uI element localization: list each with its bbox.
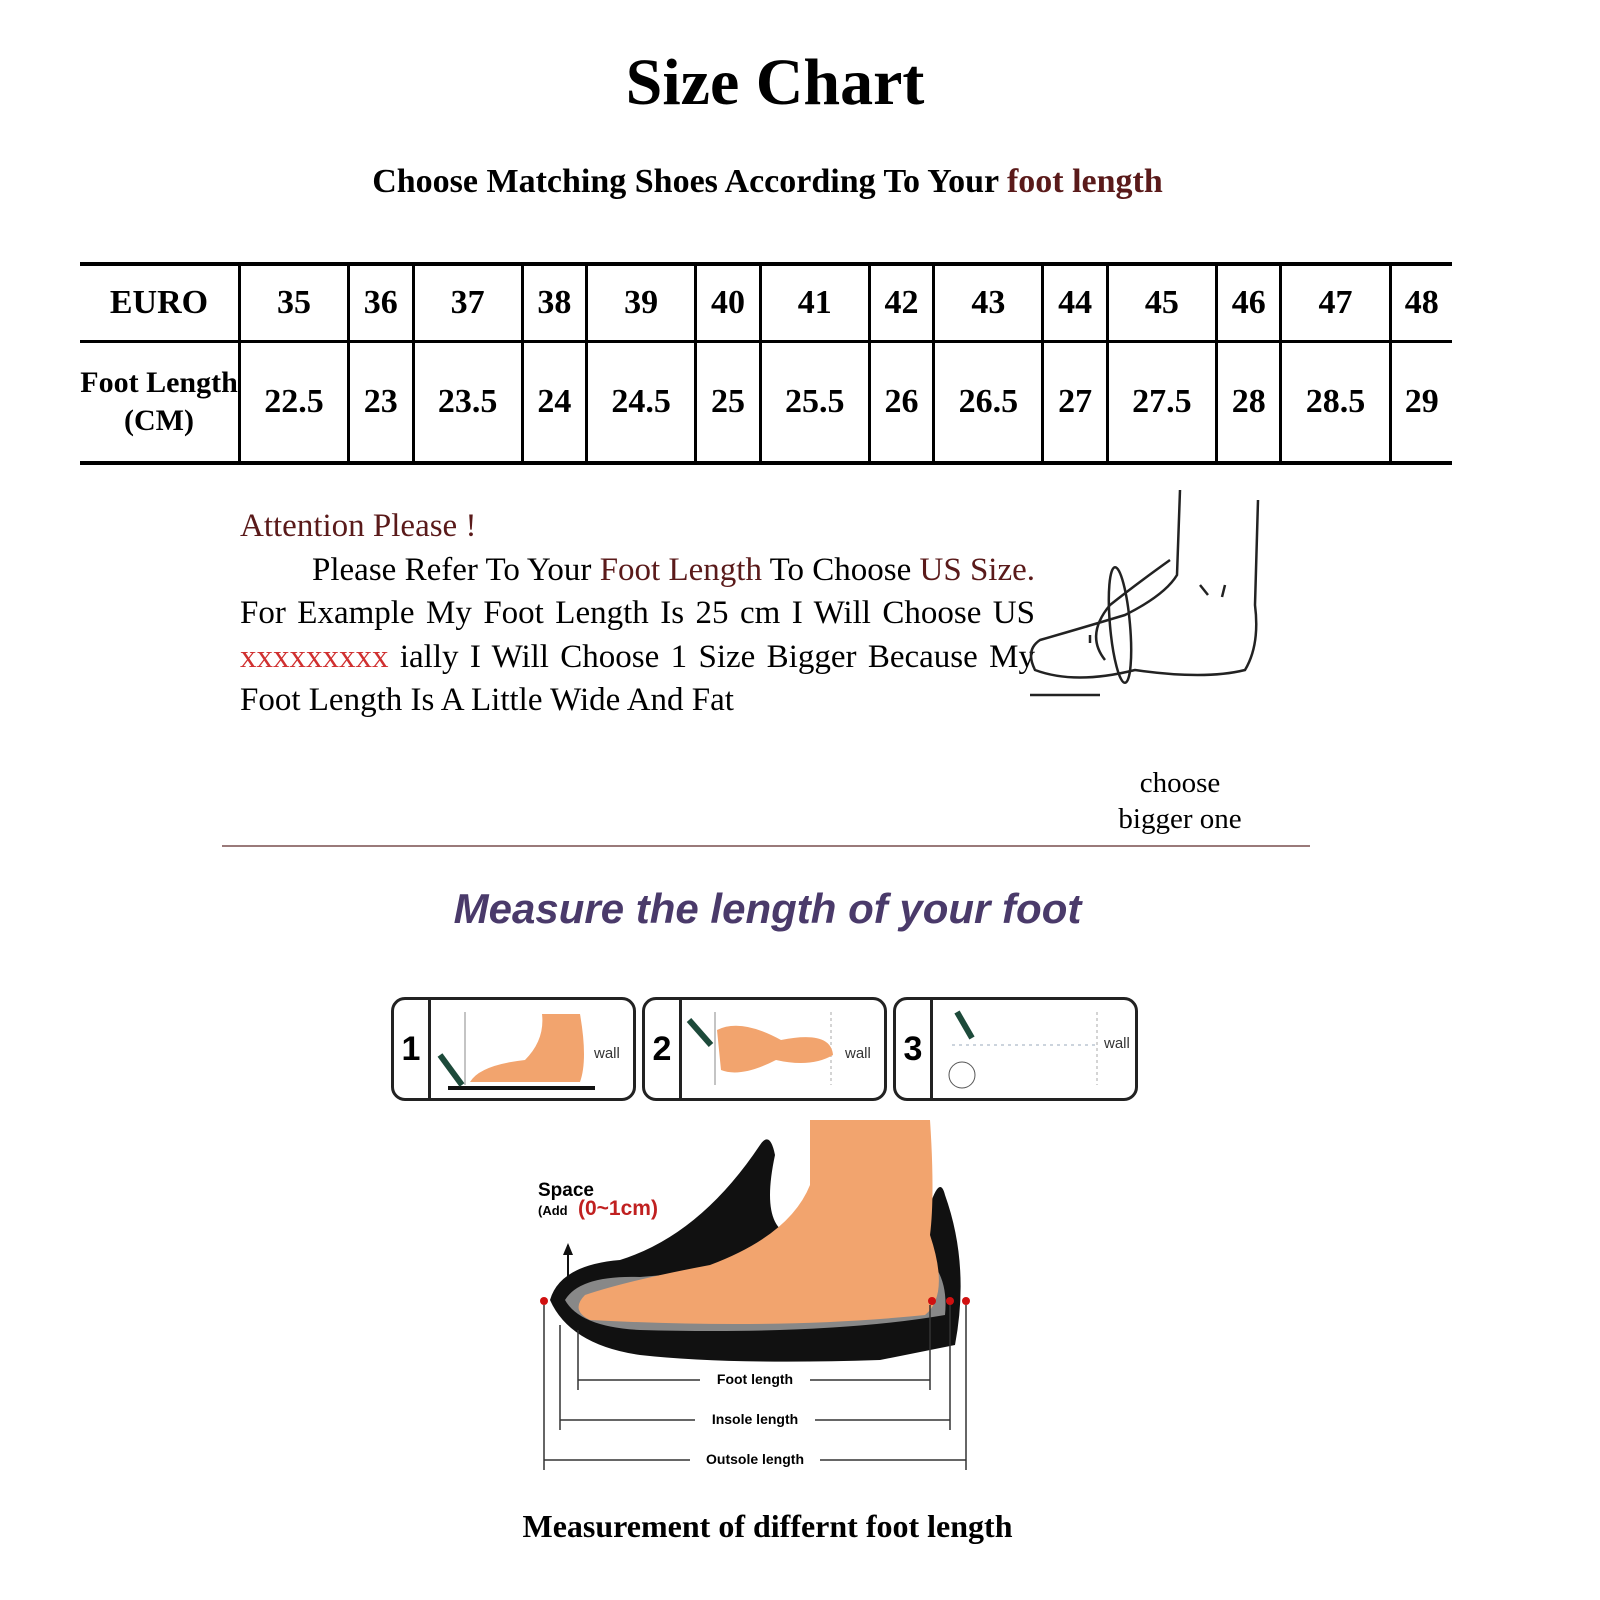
foot-length-cell: 28.5 [1279, 341, 1392, 465]
foot-side-icon [437, 1012, 595, 1090]
redacted-size: xxxxxxxxx [240, 638, 389, 675]
euro-size-cell: 47 [1279, 262, 1392, 343]
euro-size-cell: 41 [758, 262, 871, 343]
step-1-panel: 1 wall [391, 997, 636, 1101]
space-range-label: (0~1cm) [578, 1197, 658, 1220]
wall-label: wall [845, 1045, 871, 1062]
page-title: Size Chart [625, 46, 925, 119]
foot-length-label: Foot length [716, 1371, 794, 1387]
foot-length-cell: 27.5 [1105, 341, 1218, 465]
note-text: Please Refer To Your [312, 551, 600, 588]
foot-length-cell: 24.5 [585, 341, 698, 465]
note-accent: Foot Length [599, 551, 762, 588]
row-header-foot-length: Foot Length (CM) [80, 341, 241, 465]
step-3-panel: 3 wall [893, 997, 1138, 1101]
euro-size-cell: 43 [932, 262, 1045, 343]
note-text: To Choose [761, 551, 920, 588]
diagram-caption: Measurement of differnt foot length [522, 1508, 1013, 1544]
step-number: 1 [394, 1000, 431, 1098]
euro-size-cell: 44 [1041, 262, 1109, 343]
foot-length-cell: 27 [1041, 341, 1109, 465]
wall-label: wall [594, 1045, 620, 1062]
euro-size-cell: 36 [347, 262, 415, 343]
euro-size-cell: 37 [411, 262, 524, 343]
foot-length-cell: 25.5 [758, 341, 871, 465]
euro-size-cell: 38 [520, 262, 589, 343]
measure-heading: Measure the length of your foot [453, 885, 1082, 932]
note-text: ially I Will Choose 1 Size Bigger Becaus… [240, 638, 1035, 719]
euro-size-cell: 35 [237, 262, 351, 343]
euro-size-cell: 40 [694, 262, 762, 343]
outsole-length-label: Outsole length [706, 1451, 804, 1467]
step-2-panel: 2 wall [642, 997, 887, 1101]
choose-bigger-note: choose bigger one [1100, 765, 1260, 837]
euro-size-cell: 46 [1214, 262, 1283, 343]
note-accent: US Size. [919, 551, 1036, 588]
attention-heading: Attention Please ! [240, 508, 477, 544]
insole-length-label: Insole length [711, 1411, 799, 1427]
euro-size-cell: 48 [1388, 262, 1452, 343]
divider [222, 845, 1310, 847]
shoe-measurement-diagram [540, 1120, 970, 1470]
size-table: EURO 35 36 37 38 39 40 41 42 43 44 45 46 47 48 Foot L… [80, 262, 1452, 465]
subtitle-text: Choose Matching Shoes According To Your [372, 163, 1007, 200]
space-add-label: (Add [538, 1203, 568, 1218]
foot-length-cell: 25 [694, 341, 762, 465]
foot-length-cell: 23.5 [411, 341, 524, 465]
foot-length-cell: 28 [1214, 341, 1283, 465]
foot-length-cell: 26 [867, 341, 936, 465]
foot-sketch-illustration [1029, 489, 1260, 697]
euro-row: EURO 35 36 37 38 39 40 41 42 43 44 45 46 47 48 [80, 262, 1452, 343]
attention-note: Attention Please ! Please Refer To Your … [240, 505, 1035, 723]
note-text: For Example My Foot Length Is 25 cm I Wi… [240, 595, 1035, 631]
row-header-euro: EURO [80, 262, 241, 343]
subtitle-accent: foot length [1006, 163, 1163, 200]
foot-length-cell: 23 [347, 341, 415, 465]
euro-size-cell: 45 [1105, 262, 1218, 343]
foot-length-cell: 22.5 [237, 341, 351, 465]
measure-line-icon [948, 1010, 1098, 1089]
subtitle: Choose Matching Shoes According To Your … [0, 163, 1535, 201]
foot-length-cell: 26.5 [932, 341, 1045, 465]
foot-top-icon [686, 1012, 833, 1085]
foot-length-cell: 24 [520, 341, 589, 465]
euro-size-cell: 39 [585, 262, 698, 343]
foot-length-row: Foot Length (CM) 22.5 23 23.5 24 24.5 25 25.5 2… [80, 341, 1452, 465]
euro-size-cell: 42 [867, 262, 936, 343]
foot-length-cell: 29 [1388, 341, 1452, 465]
choose-line-1: choose [1139, 767, 1221, 799]
step-number: 3 [896, 1000, 933, 1098]
space-label: Space [538, 1180, 594, 1201]
choose-line-2: bigger one [1118, 803, 1242, 835]
step-number: 2 [645, 1000, 682, 1098]
wall-label: wall [1104, 1035, 1130, 1052]
